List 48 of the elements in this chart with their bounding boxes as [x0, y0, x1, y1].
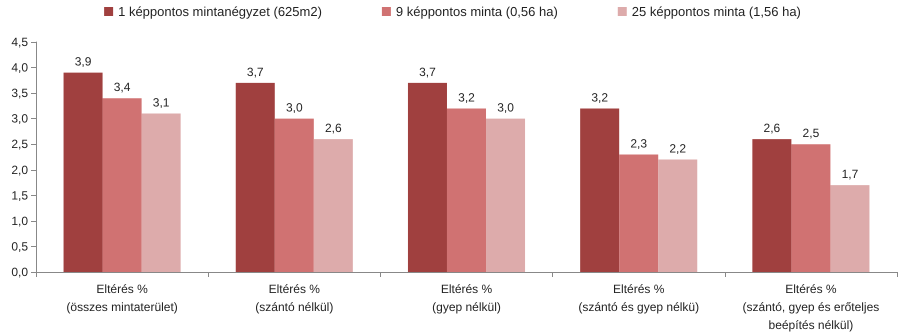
y-tick-label: 2,5 — [11, 137, 28, 152]
bar — [274, 118, 314, 272]
y-tick-label: 2,0 — [11, 162, 28, 177]
bar — [102, 98, 142, 272]
data-label: 3,1 — [152, 96, 170, 110]
bar — [486, 118, 526, 272]
bar — [408, 82, 447, 272]
data-label: 1,7 — [842, 167, 859, 182]
data-label: 3,9 — [74, 54, 92, 69]
legend-label: 25 képpontos minta (1,56 ha) — [632, 4, 801, 19]
bar — [446, 108, 486, 272]
bar — [658, 160, 698, 272]
data-label: 3,2 — [458, 90, 476, 104]
data-label: 3,0 — [497, 100, 514, 115]
data-label: 2,3 — [630, 136, 648, 150]
bar — [236, 82, 275, 272]
y-tick-label: 0,5 — [11, 239, 28, 254]
x-tick-label: Eltérés % (összes mintaterület) — [66, 282, 178, 314]
bar — [791, 144, 830, 272]
data-label: 2,6 — [324, 121, 342, 136]
x-tick-label: Eltérés % (szántó, gyep és erőteljes beépítés nélkül) — [742, 282, 880, 332]
bar — [752, 139, 792, 272]
x-tick-label: Eltérés % (szántó és gyep nélkü) — [578, 282, 700, 314]
x-tick-label: Eltérés % (gyep nélkül) — [432, 282, 501, 314]
bar — [830, 185, 870, 272]
data-label: 3,0 — [286, 100, 303, 115]
y-tick-label: 3,5 — [11, 86, 28, 100]
data-label: 3,4 — [114, 80, 131, 94]
bar — [619, 154, 658, 272]
bar — [142, 114, 181, 272]
y-tick-label: 0,0 — [11, 265, 28, 279]
bar — [314, 139, 353, 272]
data-label: 3,2 — [591, 90, 608, 104]
data-label: 2,2 — [669, 142, 686, 156]
legend-label: 1 képpontos mintanégyzet (625m2) — [118, 4, 322, 19]
y-tick-label: 4,5 — [11, 35, 28, 49]
data-label: 2,5 — [802, 126, 820, 140]
y-tick-label: 1,0 — [11, 214, 28, 228]
y-tick-label: 4,0 — [11, 60, 28, 75]
y-tick-label: 1,5 — [11, 188, 28, 202]
x-tick-label: Eltérés % (szántó nélkül) — [255, 282, 334, 314]
data-label: 3,7 — [419, 64, 436, 79]
legend-label: 9 képpontos minta (0,56 ha) — [396, 4, 558, 19]
y-tick-label: 3,0 — [11, 112, 28, 126]
bar — [580, 108, 620, 272]
data-label: 3,7 — [246, 64, 264, 79]
bar — [64, 72, 103, 272]
data-label: 2,6 — [764, 121, 781, 136]
